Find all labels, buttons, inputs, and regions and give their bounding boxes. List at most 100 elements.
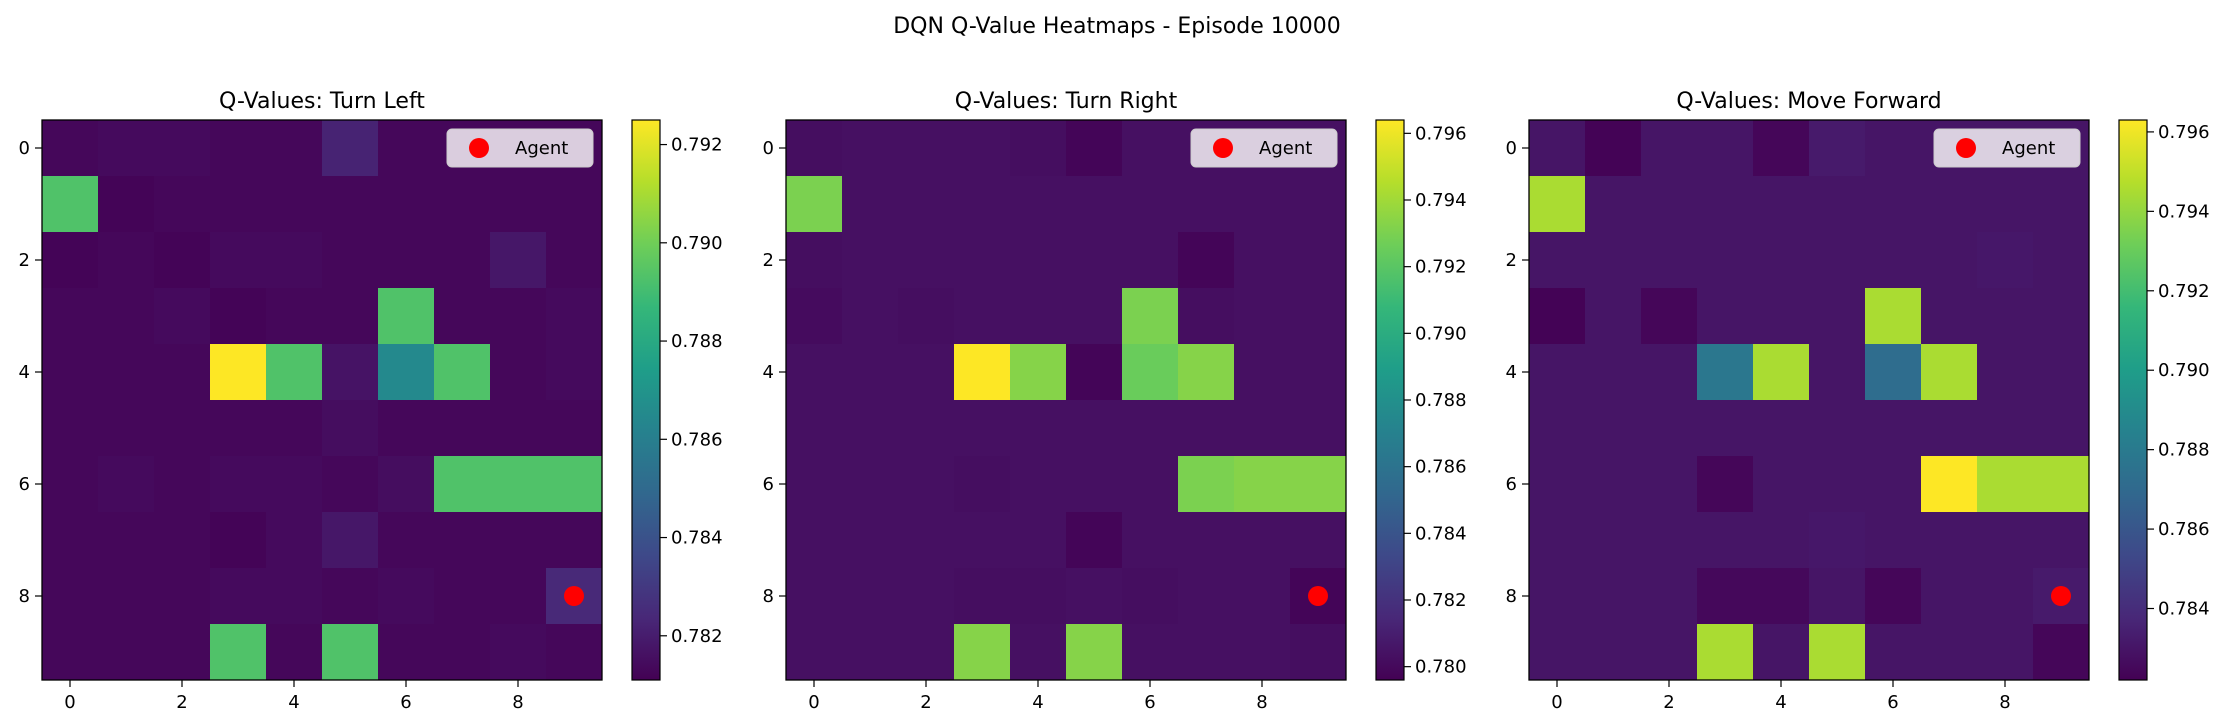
heatmap-cell xyxy=(322,176,379,233)
heatmap-cell xyxy=(1921,512,1978,569)
colorbar-tick-label: 0.784 xyxy=(2158,599,2210,620)
colorbar-tick-label: 0.792 xyxy=(2158,281,2210,302)
heatmap-cell xyxy=(322,456,379,513)
heatmap-cell xyxy=(1178,344,1235,401)
colorbar-tick-label: 0.782 xyxy=(1415,590,1467,611)
legend-marker xyxy=(1213,138,1233,158)
heatmap-cell xyxy=(898,568,955,625)
heatmap-cell xyxy=(1122,232,1179,289)
heatmap-cell xyxy=(1529,176,1586,233)
heatmap-cell xyxy=(1921,456,1978,513)
heatmap-cell xyxy=(898,400,955,457)
heatmap-cell xyxy=(954,568,1011,625)
plot-frame xyxy=(41,119,603,681)
heatmap-cell xyxy=(1234,456,1291,513)
heatmap-cell xyxy=(322,120,379,177)
heatmap-cell xyxy=(1066,176,1123,233)
colorbar-tick-label: 0.794 xyxy=(2158,201,2210,222)
heatmap-cell xyxy=(378,512,435,569)
heatmap-cell xyxy=(266,120,323,177)
y-tick-label: 0 xyxy=(19,138,30,159)
heatmap-cell xyxy=(490,456,547,513)
heatmap-cell xyxy=(1809,512,1866,569)
heatmap-cell xyxy=(1753,456,1810,513)
heatmap-cell xyxy=(954,624,1011,681)
heatmap-cell xyxy=(434,512,491,569)
heatmap-cell xyxy=(1865,400,1922,457)
colorbar-tick-label: 0.792 xyxy=(671,135,723,156)
heatmap-cell xyxy=(42,624,99,681)
heatmap-cell xyxy=(1585,232,1642,289)
heatmap-cell xyxy=(490,288,547,345)
heatmap-cell xyxy=(434,288,491,345)
heatmap-cell xyxy=(98,568,155,625)
x-tick-label: 8 xyxy=(1256,692,1267,713)
heatmap-cell xyxy=(546,400,603,457)
heatmap-cell xyxy=(154,456,211,513)
heatmap-cell xyxy=(842,624,899,681)
heatmap-cell xyxy=(1753,512,1810,569)
heatmap-cell xyxy=(322,512,379,569)
heatmap-cell xyxy=(898,288,955,345)
heatmap-cell xyxy=(1234,400,1291,457)
heatmap-cell xyxy=(1066,232,1123,289)
colorbar-tick-label: 0.796 xyxy=(2158,122,2210,143)
heatmap-cell xyxy=(1010,624,1067,681)
heatmap-cell xyxy=(1585,512,1642,569)
heatmap-cell xyxy=(1290,176,1347,233)
heatmap-cell xyxy=(1697,288,1754,345)
panel-title: Q-Values: Move Forward xyxy=(1676,89,1941,114)
heatmap-cell xyxy=(98,232,155,289)
heatmap-cell xyxy=(1641,456,1698,513)
x-tick-label: 6 xyxy=(1887,692,1898,713)
heatmap-cell xyxy=(1122,568,1179,625)
heatmap-cell xyxy=(1921,568,1978,625)
heatmap-cell xyxy=(1809,568,1866,625)
heatmap-cell xyxy=(210,176,267,233)
x-tick-label: 2 xyxy=(920,692,931,713)
heatmap-cell xyxy=(1697,512,1754,569)
heatmap-cell xyxy=(378,568,435,625)
heatmap-cell xyxy=(42,232,99,289)
heatmap-cell xyxy=(490,400,547,457)
heatmap-cell xyxy=(266,624,323,681)
heatmap-cell xyxy=(1977,512,2034,569)
heatmap-cell xyxy=(1865,456,1922,513)
y-tick-label: 8 xyxy=(19,586,30,607)
heatmap-cell xyxy=(842,232,899,289)
heatmap-cell xyxy=(1921,624,1978,681)
heatmap-cell xyxy=(1290,288,1347,345)
heatmap-cell xyxy=(786,456,843,513)
heatmap-cell xyxy=(154,288,211,345)
heatmap-cell xyxy=(1921,400,1978,457)
heatmap-cell xyxy=(1641,568,1698,625)
heatmap-panel-2: Q-Values: Turn Right 0 2 4 6 8 0 2 4 6 8 Agent 0.780… xyxy=(763,89,1467,713)
heatmap-cell xyxy=(1234,176,1291,233)
heatmap-cell xyxy=(786,288,843,345)
heatmap-cell xyxy=(1529,120,1586,177)
heatmap-cell xyxy=(210,344,267,401)
figure-suptitle: DQN Q-Value Heatmaps - Episode 10000 xyxy=(893,14,1341,39)
heatmap-cell xyxy=(786,400,843,457)
heatmap-cell xyxy=(1753,120,1810,177)
heatmap-cell xyxy=(154,568,211,625)
heatmap-cell xyxy=(210,512,267,569)
heatmap-cell xyxy=(1066,120,1123,177)
x-tick-label: 6 xyxy=(1144,692,1155,713)
heatmap-cell xyxy=(1865,288,1922,345)
heatmap-cell xyxy=(954,288,1011,345)
heatmap-cell xyxy=(1234,288,1291,345)
colorbar-tick-label: 0.792 xyxy=(1415,257,1467,278)
heatmap-cell xyxy=(1641,512,1698,569)
heatmap-cell xyxy=(1697,568,1754,625)
heatmap-cell xyxy=(954,400,1011,457)
heatmap-cell xyxy=(1641,624,1698,681)
heatmap-cell xyxy=(546,176,603,233)
y-tick-label: 6 xyxy=(1506,474,1517,495)
heatmap-cell xyxy=(1290,400,1347,457)
legend-box xyxy=(446,128,594,168)
legend-marker xyxy=(469,138,489,158)
panel-title: Q-Values: Turn Left xyxy=(219,89,425,114)
heatmap-cell xyxy=(1178,568,1235,625)
